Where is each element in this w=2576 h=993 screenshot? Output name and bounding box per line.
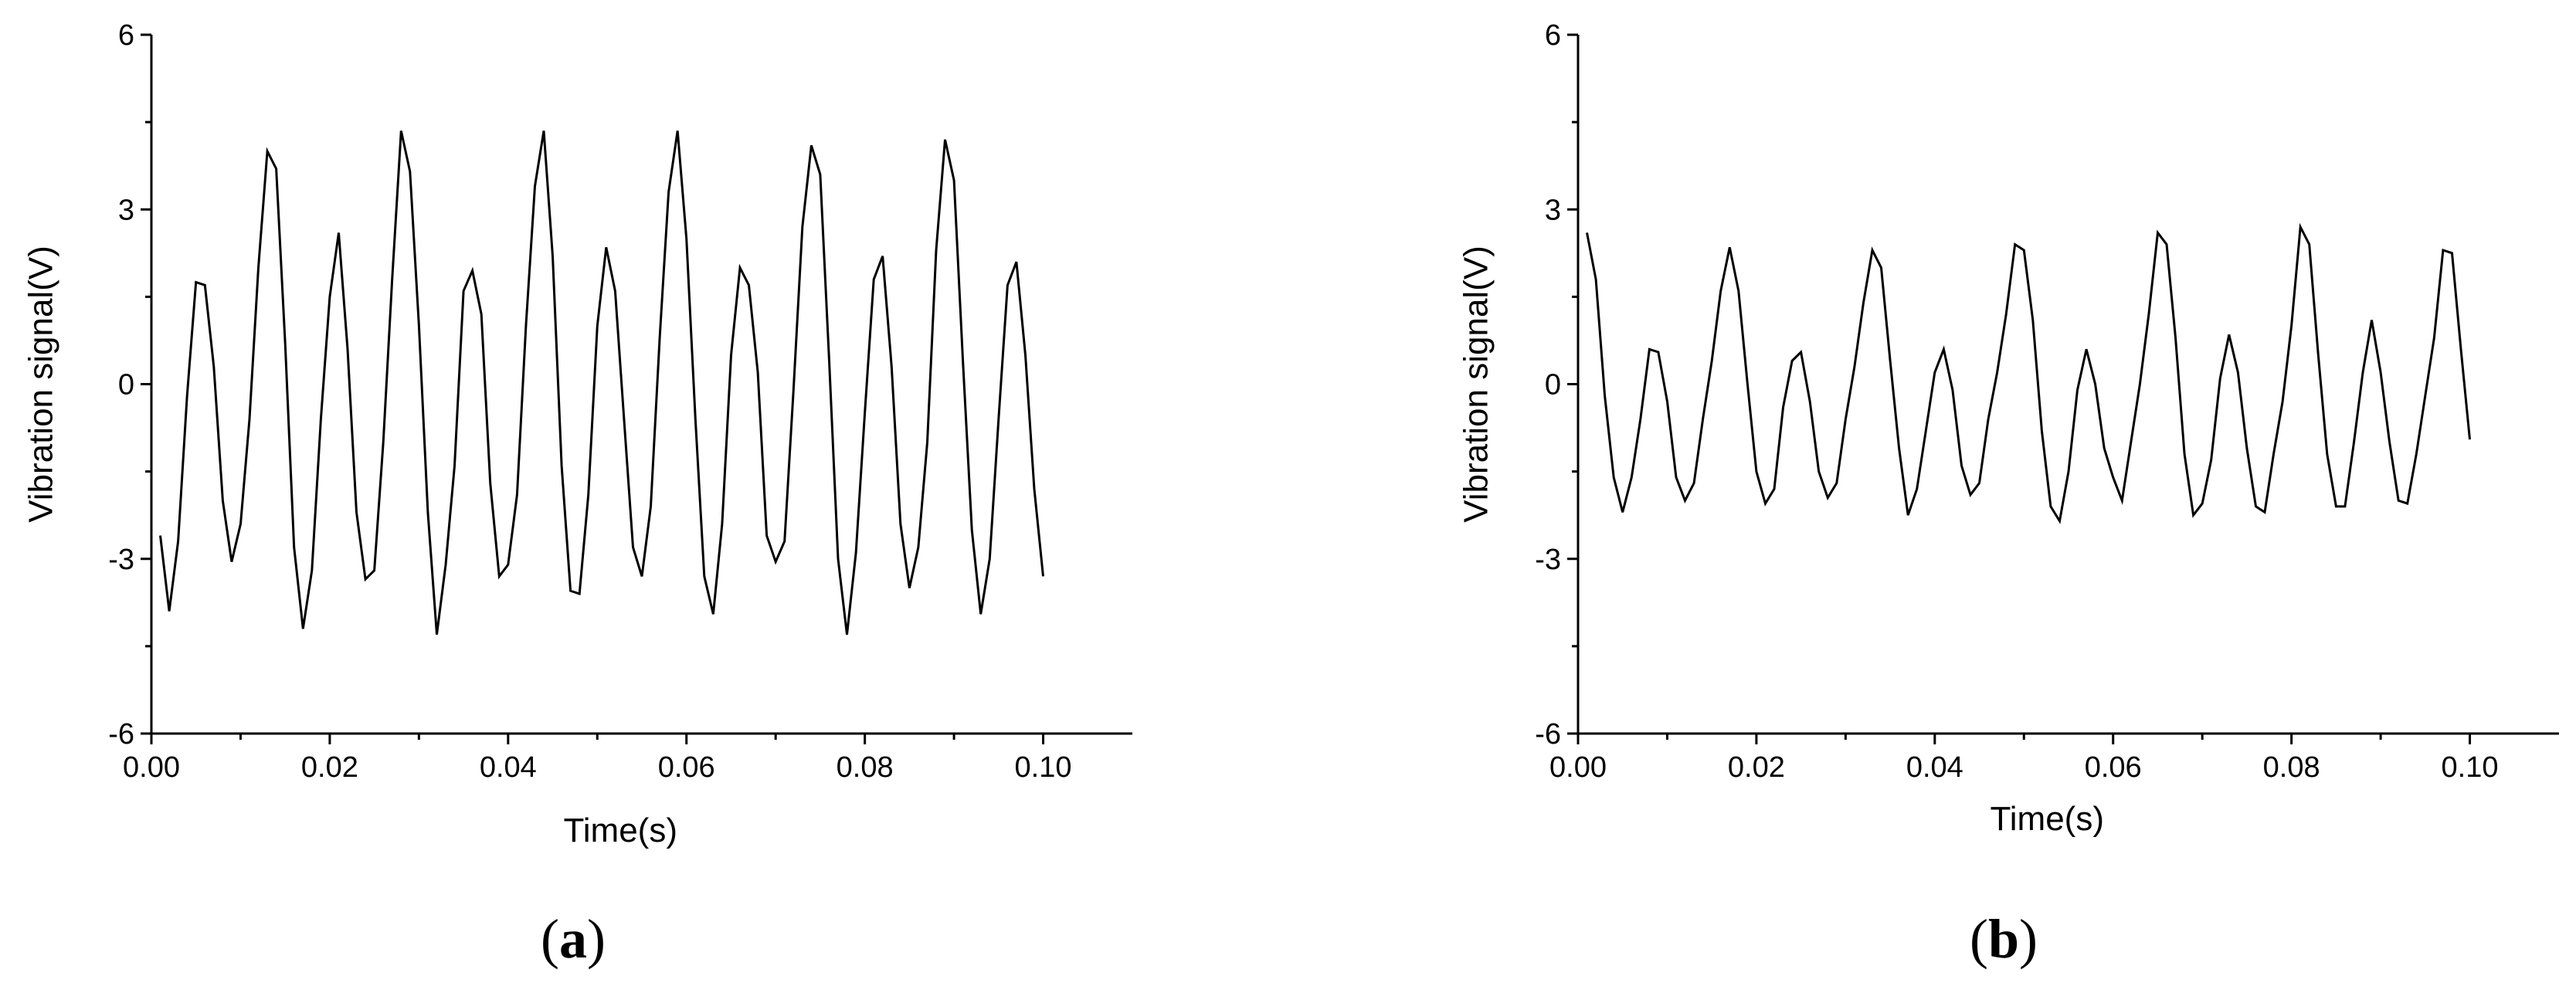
x-axis-ticks-a: 0.00 0.02 0.04 0.06 0.08 0.10 bbox=[123, 734, 1072, 784]
x-tick-label-a: 0.08 bbox=[837, 751, 894, 784]
y-tick-label-a: 6 bbox=[118, 19, 134, 52]
chart-panel-b: 6 3 0 -3 -6 0.00 0.02 0.04 0.06 0.08 0.10 Time(s)… bbox=[1457, 19, 2559, 970]
panel-label-a: (a) bbox=[541, 908, 606, 970]
x-tick-label-b: 0.06 bbox=[2085, 751, 2142, 784]
signal-line-b bbox=[1586, 222, 2471, 524]
y-tick-label-b: 0 bbox=[1545, 369, 1561, 402]
y-axis-title-a: Vibration signal(V) bbox=[22, 246, 59, 523]
x-tick-label-b: 0.02 bbox=[1728, 751, 1785, 784]
x-tick-label-b: 0.00 bbox=[1549, 751, 1607, 784]
y-tick-label-b: 3 bbox=[1545, 194, 1561, 226]
y-axis-ticks-b: 6 3 0 -3 -6 bbox=[1535, 19, 1578, 751]
x-tick-label-a: 0.02 bbox=[301, 751, 358, 784]
signal-line-a bbox=[159, 130, 1044, 635]
x-tick-label-a: 0.06 bbox=[658, 751, 715, 784]
x-axis-ticks-b: 0.00 0.02 0.04 0.06 0.08 0.10 bbox=[1549, 734, 2499, 784]
x-tick-label-b: 0.10 bbox=[2442, 751, 2499, 784]
panel-label-b: (b) bbox=[1970, 908, 2038, 970]
x-tick-label-a: 0.04 bbox=[480, 751, 537, 784]
x-axis-title-b: Time(s) bbox=[1991, 800, 2104, 838]
y-axis-ticks-a: 6 3 0 -3 -6 bbox=[108, 19, 151, 751]
x-axis-title-a: Time(s) bbox=[564, 812, 677, 849]
x-tick-label-a: 0.00 bbox=[123, 751, 180, 784]
x-tick-label-b: 0.04 bbox=[1906, 751, 1963, 784]
panel-label-letter-b: b bbox=[1988, 908, 2019, 970]
y-tick-label-a: 3 bbox=[118, 194, 134, 226]
x-tick-label-b: 0.08 bbox=[2263, 751, 2320, 784]
y-tick-label-b: 6 bbox=[1545, 19, 1561, 52]
x-tick-label-a: 0.10 bbox=[1015, 751, 1072, 784]
y-tick-label-a: -6 bbox=[108, 718, 134, 751]
panel-label-letter-a: a bbox=[559, 908, 587, 970]
y-tick-label-a: -3 bbox=[108, 544, 134, 576]
y-tick-label-b: -6 bbox=[1535, 718, 1561, 751]
chart-panel-a: 6 3 0 -3 -6 0.00 0.02 0.04 0.06 0.08 0.10 Time(s)… bbox=[22, 19, 1132, 970]
y-tick-label-a: 0 bbox=[118, 369, 134, 402]
y-axis-title-b: Vibration signal(V) bbox=[1457, 246, 1495, 523]
y-tick-label-b: -3 bbox=[1535, 544, 1561, 576]
